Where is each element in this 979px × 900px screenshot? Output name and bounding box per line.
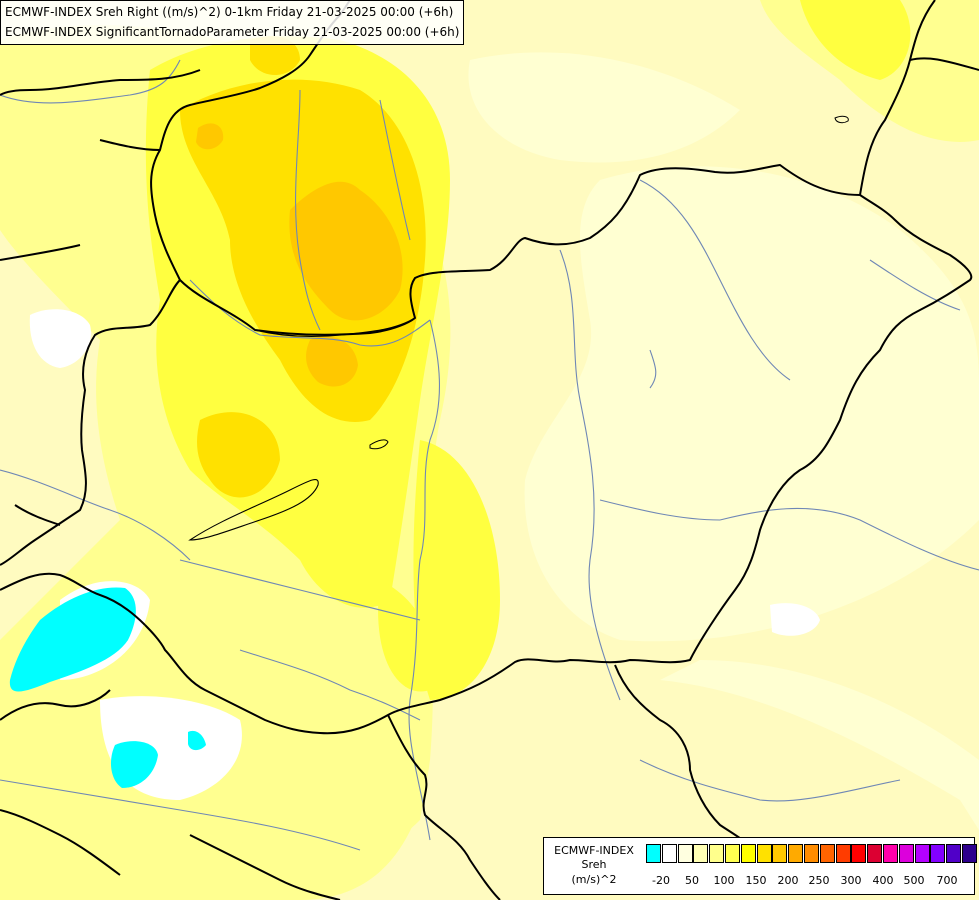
- legend-swatch: [725, 844, 740, 863]
- legend-swatch: [740, 844, 756, 863]
- legend-title-2: Sreh: [581, 858, 607, 871]
- legend-swatch: [646, 844, 661, 863]
- legend-swatch: [819, 844, 835, 863]
- legend-swatch: [788, 844, 804, 863]
- legend-tick-label: 700: [936, 874, 958, 887]
- legend-swatch: [883, 844, 898, 863]
- legend-swatch: [835, 844, 851, 863]
- legend-swatch: [693, 844, 709, 863]
- legend-tick-label: 100: [713, 874, 735, 887]
- legend-swatch: [914, 844, 930, 863]
- legend-swatch: [677, 844, 693, 863]
- legend-swatch: [709, 844, 725, 863]
- river-border: [254, 317, 416, 337]
- legend-swatch: [804, 844, 819, 863]
- legend-tick-label: 50: [685, 874, 699, 887]
- lake-outline: [188, 479, 319, 541]
- legend-tick-label: 300: [840, 874, 862, 887]
- legend-title-3: (m/s)^2: [571, 873, 617, 886]
- legend-tick-label: 500: [903, 874, 925, 887]
- legend-swatch: [851, 844, 867, 863]
- legend-tick-label: 200: [777, 874, 799, 887]
- sreh-orange-regions: [196, 123, 403, 387]
- legend-swatch: [772, 844, 788, 863]
- legend-tick-label: 150: [745, 874, 767, 887]
- color-legend: ECMWF-INDEX Sreh (m/s)^2 -20 50 100 150 200 2…: [543, 837, 977, 895]
- legend-tick-label: 400: [872, 874, 894, 887]
- legend-tick-label: 250: [808, 874, 830, 887]
- legend-swatch: [756, 844, 772, 863]
- small-lake-outline: [369, 439, 389, 450]
- legend-swatch: [661, 844, 677, 863]
- legend-swatch: [930, 844, 946, 863]
- title-line-sreh: ECMWF-INDEX Sreh Right ((m/s)^2) 0-1km F…: [5, 5, 454, 19]
- legend-swatch: [962, 844, 977, 863]
- rivers: [0, 59, 979, 851]
- legend-swatch: [867, 844, 883, 863]
- legend-swatch: [946, 844, 962, 863]
- legend-swatch: [898, 844, 914, 863]
- legend-tick-label: -20: [652, 874, 670, 887]
- title-line-stp: ECMWF-INDEX SignificantTornadoParameter …: [5, 25, 460, 39]
- sreh-cyan-regions: [9, 587, 206, 788]
- legend-title-1: ECMWF-INDEX: [554, 844, 634, 857]
- map-title-box: ECMWF-INDEX Sreh Right ((m/s)^2) 0-1km F…: [0, 0, 465, 45]
- small-lake-outline-2: [834, 115, 849, 124]
